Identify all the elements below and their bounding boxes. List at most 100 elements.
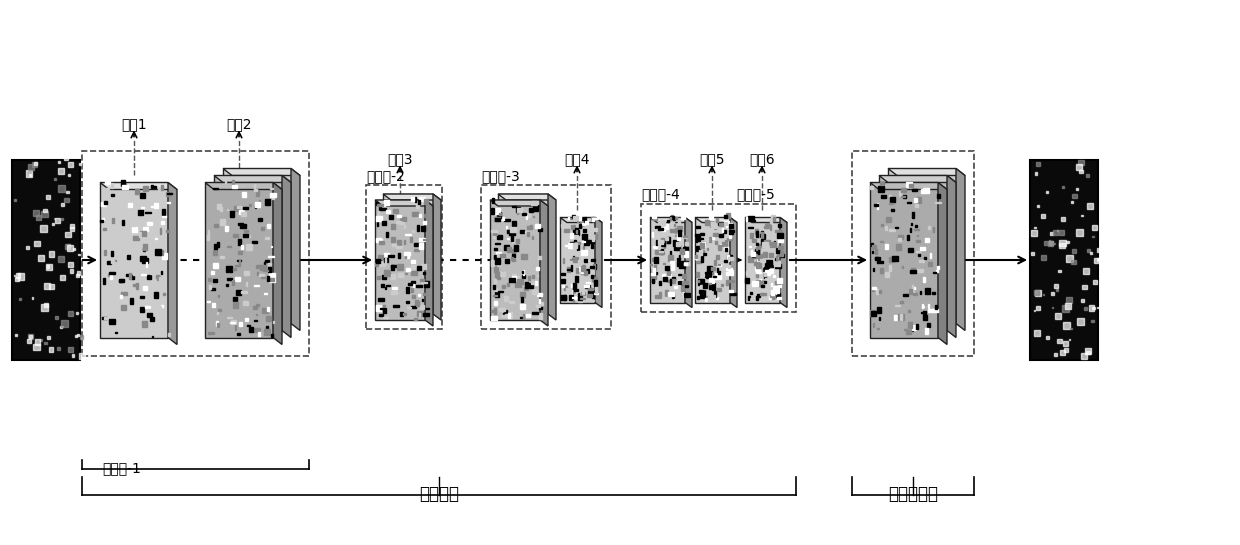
Bar (79, 335, 83, 338)
Bar (696, 236, 699, 241)
Bar (388, 215, 393, 219)
Bar (410, 306, 415, 308)
Bar (775, 229, 781, 232)
Bar (916, 197, 921, 203)
Bar (707, 248, 708, 250)
Bar (140, 232, 145, 234)
Bar (653, 217, 657, 220)
Bar (591, 228, 598, 231)
Bar (78, 253, 79, 255)
Bar (653, 225, 655, 228)
Bar (661, 222, 663, 225)
Bar (696, 233, 699, 236)
Bar (387, 284, 389, 286)
Bar (885, 244, 888, 249)
Bar (698, 289, 703, 293)
Bar (570, 261, 573, 265)
Bar (264, 263, 265, 264)
Bar (564, 297, 565, 299)
Bar (161, 209, 165, 215)
Bar (591, 217, 595, 220)
Bar (418, 201, 420, 204)
Bar (107, 241, 110, 246)
Bar (591, 295, 594, 298)
Bar (267, 307, 269, 311)
Bar (505, 219, 510, 221)
Bar (760, 259, 765, 262)
Bar (392, 238, 394, 242)
Bar (764, 240, 770, 244)
Bar (707, 237, 708, 241)
Bar (1034, 290, 1039, 295)
Bar (702, 274, 704, 276)
Bar (537, 294, 542, 296)
Bar (658, 245, 661, 249)
Bar (711, 237, 713, 239)
Bar (765, 263, 766, 268)
Bar (376, 216, 382, 221)
Bar (383, 252, 389, 258)
Bar (723, 239, 727, 244)
Bar (579, 267, 585, 271)
Bar (492, 198, 494, 203)
Bar (419, 243, 423, 249)
Bar (129, 273, 131, 279)
Bar (911, 268, 915, 272)
Bar (366, 185, 441, 329)
Bar (218, 295, 219, 298)
Bar (652, 215, 656, 219)
Bar (100, 202, 105, 205)
Bar (913, 293, 918, 295)
Bar (392, 265, 397, 267)
Bar (582, 217, 585, 220)
Bar (729, 233, 732, 239)
Bar (706, 256, 708, 258)
Bar (58, 185, 64, 192)
Bar (665, 290, 668, 296)
Bar (249, 327, 253, 332)
Bar (109, 272, 115, 274)
Bar (758, 294, 760, 297)
Bar (776, 248, 780, 253)
Bar (396, 246, 402, 249)
Bar (575, 228, 578, 229)
Bar (711, 294, 714, 299)
Bar (714, 260, 715, 265)
Bar (100, 220, 103, 222)
Bar (756, 296, 758, 300)
Bar (701, 241, 703, 245)
Bar (61, 218, 63, 220)
Bar (724, 260, 727, 262)
Bar (61, 320, 68, 327)
Bar (915, 324, 919, 329)
Bar (667, 280, 672, 282)
Bar (1049, 241, 1053, 245)
Bar (213, 244, 217, 249)
Bar (750, 233, 754, 238)
Bar (69, 269, 73, 272)
Bar (748, 256, 753, 262)
Bar (671, 215, 673, 219)
Bar (751, 253, 755, 257)
Bar (141, 274, 146, 275)
Bar (920, 290, 921, 294)
Bar (497, 212, 501, 218)
Bar (538, 256, 541, 259)
Bar (507, 247, 511, 252)
Bar (666, 297, 668, 301)
Bar (495, 258, 500, 264)
Bar (32, 162, 37, 167)
Bar (254, 207, 257, 208)
Bar (777, 251, 784, 256)
Bar (264, 330, 269, 335)
Bar (265, 326, 268, 330)
Bar (507, 283, 508, 286)
Bar (575, 276, 578, 282)
Bar (580, 222, 584, 227)
Bar (666, 240, 670, 244)
Bar (667, 270, 670, 275)
Bar (412, 265, 417, 269)
Text: 分支2: 分支2 (226, 118, 252, 131)
Bar (1050, 232, 1053, 235)
Bar (587, 269, 589, 272)
